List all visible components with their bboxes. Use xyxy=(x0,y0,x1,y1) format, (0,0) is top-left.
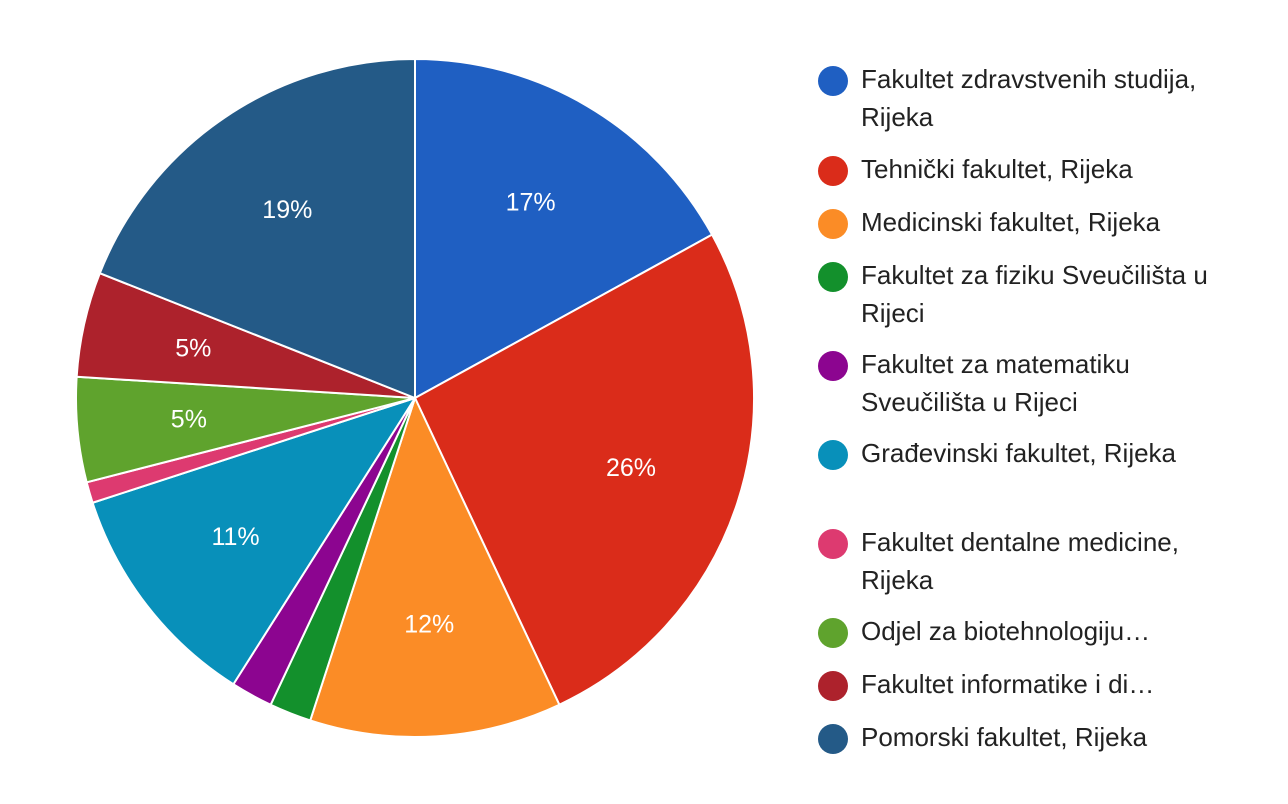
pie-slice-9[interactable] xyxy=(98,58,416,399)
legend-item-3[interactable]: Fakultet za fiziku Sveučilišta u Rijeci xyxy=(818,260,1221,332)
legend-item-8[interactable]: Fakultet informatike i di… xyxy=(818,669,1221,703)
pie-slice-0[interactable] xyxy=(414,58,714,399)
pie-slice-5[interactable] xyxy=(91,397,416,686)
legend-item-7[interactable]: Odjel za biotehnologiju… xyxy=(818,616,1221,650)
pie-slice-1[interactable] xyxy=(414,233,755,706)
legend-item-1[interactable]: Tehnički fakultet, Rijeka xyxy=(818,154,1221,188)
legend-label: Fakultet dentalne medicine, Rijeka xyxy=(861,527,1179,595)
slice-label-5: 11% xyxy=(211,523,259,551)
slice-label-1: 26% xyxy=(606,454,656,482)
slice-label-7: 5% xyxy=(171,405,207,433)
legend-swatch-icon xyxy=(818,671,848,701)
legend-swatch-icon xyxy=(818,440,848,470)
slice-label-9: 19% xyxy=(262,196,312,224)
pie-slice-labels: 17% 26% 12% 11% 5% 5% 19% xyxy=(171,188,656,638)
legend-swatch-icon xyxy=(818,351,848,381)
legend-label: Građevinski fakultet, Rijeka xyxy=(861,438,1177,468)
legend-item-5[interactable]: Građevinski fakultet, Rijeka xyxy=(818,438,1221,472)
legend-item-4[interactable]: Fakultet za matematiku Sveučilišta u Rij… xyxy=(818,349,1221,421)
legend-swatch-icon xyxy=(818,618,848,648)
legend-swatch-icon xyxy=(818,209,848,239)
legend-label: Fakultet zdravstvenih studija, Rijeka xyxy=(861,64,1197,132)
slice-label-8: 5% xyxy=(175,334,211,362)
legend-label: Pomorski fakultet, Rijeka xyxy=(861,722,1148,752)
legend-label: Odjel za biotehnologiju… xyxy=(861,616,1151,646)
legend-swatch-icon xyxy=(818,724,848,754)
legend-label: Fakultet za matematiku Sveučilišta u Rij… xyxy=(861,349,1130,417)
legend-item-2[interactable]: Medicinski fakultet, Rijeka xyxy=(818,207,1221,241)
legend-label: Fakultet informatike i di… xyxy=(861,669,1155,699)
slice-label-2: 12% xyxy=(404,611,454,639)
legend-swatch-icon xyxy=(818,529,848,559)
legend-label: Tehnički fakultet, Rijeka xyxy=(861,154,1133,184)
legend-item-6[interactable]: Fakultet dentalne medicine, Rijeka xyxy=(818,527,1221,599)
pie-slice-2[interactable] xyxy=(309,397,561,738)
pie-slices xyxy=(75,58,755,738)
legend-swatch-icon xyxy=(818,262,848,292)
slice-label-0: 17% xyxy=(506,188,556,216)
legend-swatch-icon xyxy=(818,156,848,186)
legend-label: Fakultet za fiziku Sveučilišta u Rijeci xyxy=(861,260,1208,328)
legend-item-0[interactable]: Fakultet zdravstvenih studija, Rijeka xyxy=(818,64,1221,136)
legend-label: Medicinski fakultet, Rijeka xyxy=(861,207,1161,237)
legend-swatch-icon xyxy=(818,66,848,96)
legend-item-9[interactable]: Pomorski fakultet, Rijeka xyxy=(818,722,1221,756)
